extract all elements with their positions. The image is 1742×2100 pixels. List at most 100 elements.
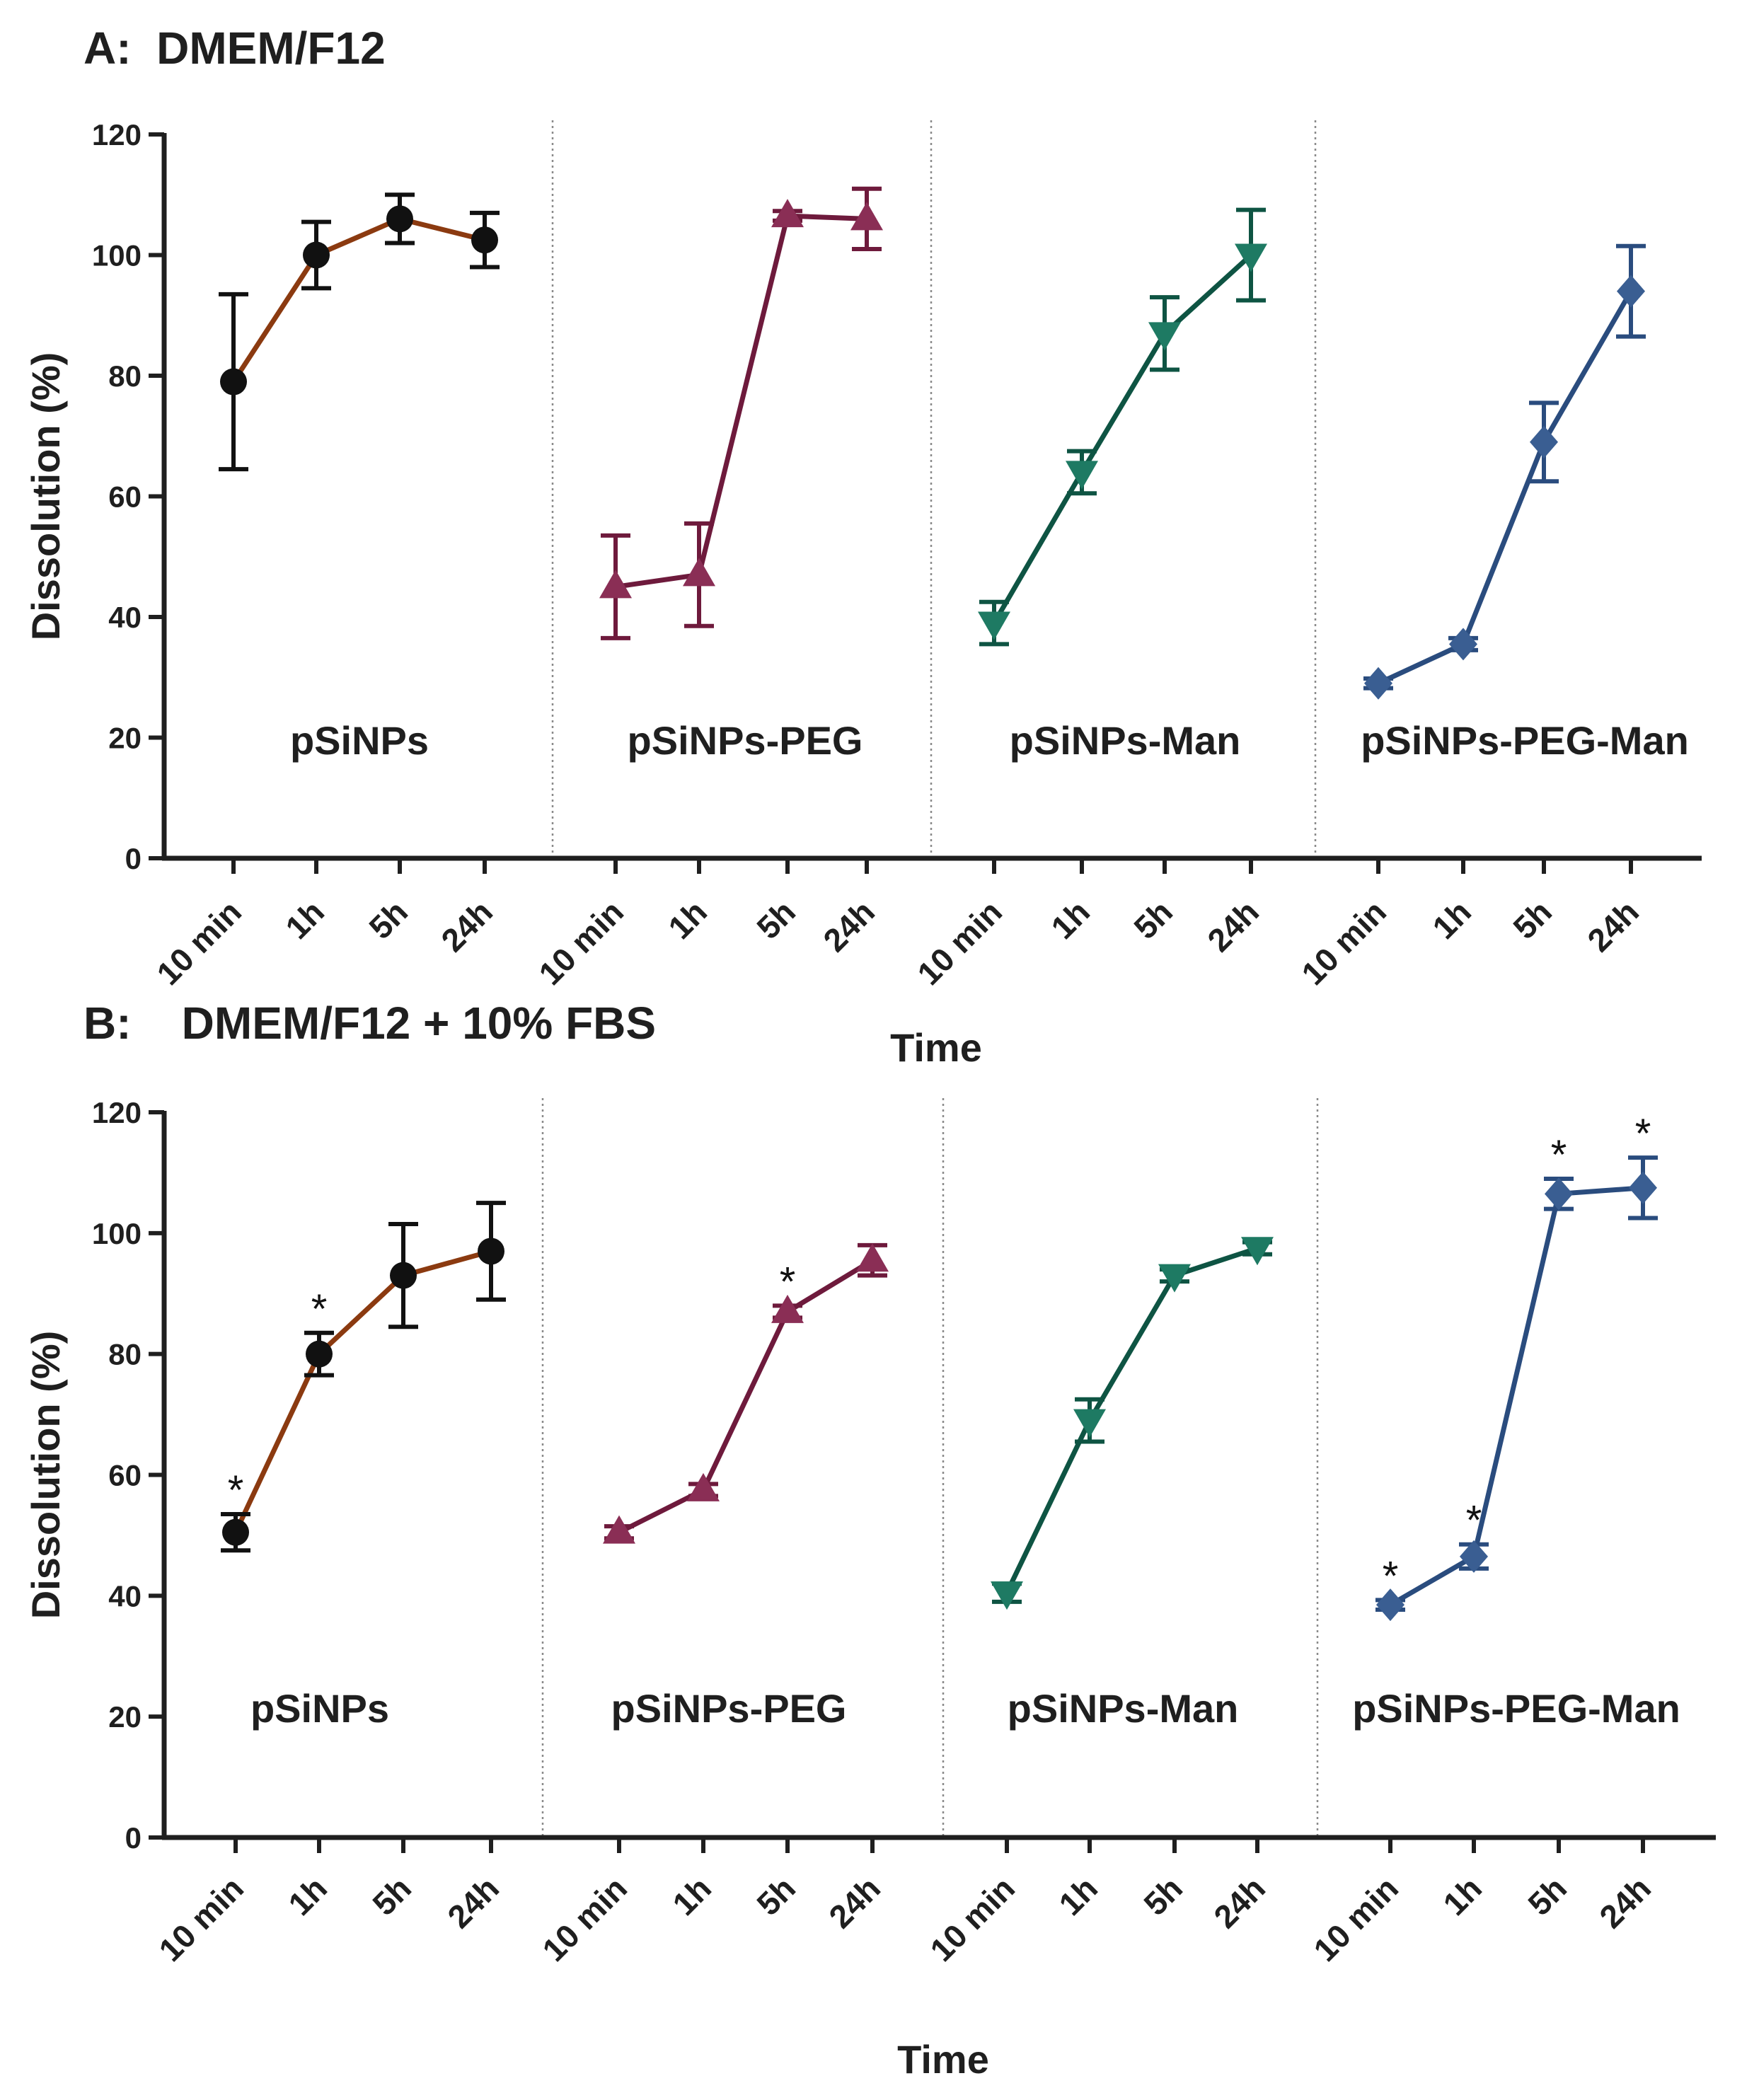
y-tick-label: 20 <box>108 722 142 755</box>
x-tick-label: 24h <box>440 1869 506 1935</box>
data-point <box>1235 243 1267 272</box>
group-label: pSiNPs-PEG <box>611 1686 847 1731</box>
group-label: pSiNPs-PEG <box>628 718 863 763</box>
significance-asterisk: * <box>1551 1132 1567 1178</box>
y-tick-label: 80 <box>108 359 142 393</box>
data-point <box>1449 628 1477 661</box>
y-tick-label: 60 <box>108 480 142 514</box>
x-tick-label: 10 min <box>535 1869 634 1968</box>
x-tick-label: 10 min <box>151 1869 250 1968</box>
data-point <box>771 199 804 228</box>
x-tick-label: 1h <box>661 893 714 946</box>
series-line <box>1389 1185 1644 1608</box>
y-axis-title: Dissolution (%) <box>23 352 68 641</box>
series-psinps: 10 min 1h 5h 24h pSiNPs <box>149 192 500 992</box>
x-axis-title: Time <box>897 2037 989 2082</box>
y-tick-label: 0 <box>125 842 142 875</box>
y-tick-label: 100 <box>92 1217 142 1250</box>
significance-asterisk: * <box>1635 1111 1651 1157</box>
data-point <box>1617 275 1645 308</box>
x-tick-label: 10 min <box>1306 1869 1405 1968</box>
significance-asterisk: * <box>780 1259 796 1305</box>
y-tick-label: 120 <box>92 1096 142 1129</box>
x-tick-label: 5h <box>749 1869 802 1922</box>
x-tick-label: 24h <box>821 1869 887 1935</box>
x-tick-label: 10 min <box>531 893 630 992</box>
data-point <box>471 226 498 254</box>
data-point <box>1241 1237 1274 1266</box>
significance-asterisk: * <box>1466 1498 1482 1544</box>
x-tick-label: 24h <box>1580 893 1646 959</box>
series-line <box>991 253 1253 625</box>
chart-panel-a: A: DMEM/F12 0 20 40 60 80 100 120 Dissolution (%… <box>23 23 1702 1070</box>
panel-title: A: DMEM/F12 <box>83 23 386 74</box>
x-tick-label: 5h <box>1521 1869 1574 1922</box>
significance-asterisk: * <box>228 1467 244 1513</box>
data-point <box>1460 1540 1488 1573</box>
x-tick-label: 10 min <box>149 893 248 992</box>
x-tick-label: 1h <box>278 893 331 946</box>
x-tick-label: 24h <box>816 893 882 959</box>
data-point <box>1629 1171 1657 1204</box>
series-psinps-peg: 10 min 1h 5h 24h pSiNPs-PEG * <box>535 1242 889 1968</box>
x-tick-label: 5h <box>1136 1869 1189 1922</box>
series-psinps: 10 min 1h 5h 24h pSiNPs * * <box>151 1201 506 1968</box>
data-point <box>220 368 247 396</box>
x-tick-label: 24h <box>1592 1869 1658 1935</box>
y-tick-label: 80 <box>108 1338 142 1371</box>
panel-title: B: DMEM/F12 + 10% FBS <box>83 998 656 1049</box>
y-tick-label: 120 <box>92 118 142 151</box>
y-tick-label: 40 <box>108 601 142 634</box>
data-point <box>1530 425 1558 458</box>
significance-asterisk: * <box>311 1286 328 1332</box>
group-label: pSiNPs-PEG-Man <box>1361 718 1689 763</box>
series-psinps-man: 10 min 1h 5h 24h pSiNPs-Man <box>910 207 1267 992</box>
series-line <box>615 213 867 589</box>
x-tick-label: 1h <box>1051 1869 1104 1922</box>
x-tick-label: 5h <box>1506 893 1559 946</box>
x-tick-label: 1h <box>665 1869 718 1922</box>
data-point <box>1148 322 1181 351</box>
significance-asterisk: * <box>1383 1553 1399 1599</box>
x-tick-label: 5h <box>1126 893 1179 946</box>
x-tick-label: 24h <box>1206 1869 1272 1935</box>
group-label: pSiNPs <box>290 718 429 763</box>
group-label: pSiNPs <box>250 1686 389 1731</box>
x-tick-label: 24h <box>1200 893 1266 959</box>
data-point <box>856 1243 889 1272</box>
x-tick-label: 5h <box>365 1869 418 1922</box>
y-tick-label: 20 <box>108 1700 142 1733</box>
x-tick-label: 10 min <box>910 893 1009 992</box>
x-tick-label: 24h <box>434 893 500 959</box>
y-tick-label: 100 <box>92 239 142 272</box>
data-point <box>386 205 413 233</box>
data-point <box>1073 1409 1106 1438</box>
data-point <box>1158 1264 1191 1293</box>
data-point <box>683 558 715 587</box>
data-point <box>850 202 883 231</box>
data-point <box>687 1472 720 1501</box>
series-line <box>231 216 485 383</box>
series-psinps-peg: 10 min 1h 5h 24h pSiNPs-PEG <box>531 186 883 992</box>
series-line <box>618 1258 874 1535</box>
x-tick-label: 10 min <box>923 1869 1022 1968</box>
x-tick-label: 1h <box>1425 893 1478 946</box>
x-tick-label: 1h <box>1436 1869 1489 1922</box>
data-point <box>222 1518 249 1546</box>
x-tick-label: 1h <box>281 1869 334 1922</box>
data-point <box>1066 461 1098 490</box>
data-point <box>306 1340 333 1368</box>
y-tick-label: 0 <box>125 1821 142 1854</box>
group-label: pSiNPs-Man <box>1010 718 1241 763</box>
y-axis-title: Dissolution (%) <box>23 1331 68 1620</box>
series-line <box>1377 289 1634 686</box>
data-point <box>1364 667 1392 700</box>
data-point <box>1376 1588 1404 1622</box>
series-line <box>1004 1245 1259 1594</box>
x-tick-label: 5h <box>362 893 415 946</box>
x-tick-label: 5h <box>749 893 802 946</box>
y-tick-label: 40 <box>108 1579 142 1612</box>
group-label: pSiNPs-Man <box>1008 1686 1239 1731</box>
x-tick-label: 1h <box>1044 893 1097 946</box>
